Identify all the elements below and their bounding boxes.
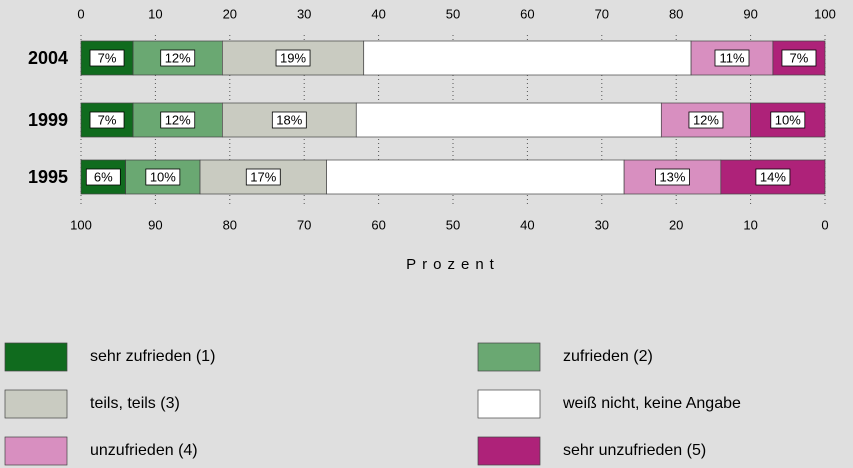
x2-tick-label: 20: [669, 217, 683, 232]
value-label-box: [145, 168, 181, 186]
x2-tick-label: 70: [297, 217, 311, 232]
value-label: 18%: [276, 112, 302, 127]
value-label-box: [160, 111, 196, 129]
value-label: 7%: [98, 112, 117, 127]
value-label-box: [160, 49, 196, 67]
legend-swatch: [477, 436, 541, 466]
value-label-box: [714, 49, 750, 67]
value-label-box: [271, 111, 307, 129]
value-label-box: [89, 111, 125, 129]
x-tick-label: 90: [743, 6, 757, 21]
bar-segment: [660, 102, 751, 138]
x2-tick-label: 40: [520, 217, 534, 232]
value-label-box: [781, 49, 817, 67]
value-label: 10%: [150, 169, 176, 184]
legend-swatch: [4, 342, 68, 372]
value-label-box: [89, 49, 125, 67]
value-label: 7%: [98, 50, 117, 65]
x-tick-label: 80: [669, 6, 683, 21]
legend-swatch: [477, 342, 541, 372]
x-tick-label: 20: [223, 6, 237, 21]
legend-label: weiß nicht, keine Angabe: [562, 395, 741, 412]
x2-tick-label: 60: [371, 217, 385, 232]
x2-tick-label: 0: [821, 217, 828, 232]
x-tick-label: 10: [148, 6, 162, 21]
value-label-box: [85, 168, 121, 186]
category-label: 2004: [28, 48, 68, 68]
legend-swatch: [4, 436, 68, 466]
value-label: 13%: [659, 169, 685, 184]
bar-segment: [355, 102, 662, 138]
legend-swatch: [477, 389, 541, 419]
category-label: 1999: [28, 110, 68, 130]
legend-label: sehr zufrieden (1): [90, 348, 215, 365]
bar-segment: [326, 159, 625, 195]
value-label: 11%: [719, 50, 744, 65]
value-label: 12%: [693, 112, 719, 127]
value-label-box: [245, 168, 281, 186]
value-label: 6%: [94, 169, 113, 184]
x-tick-label: 50: [446, 6, 460, 21]
value-label: 19%: [280, 50, 306, 65]
x2-tick-label: 50: [446, 217, 460, 232]
value-label-box: [688, 111, 724, 129]
bar-segment: [363, 40, 692, 76]
legend-label: teils, teils (3): [90, 395, 180, 412]
legend-label: unzufrieden (4): [90, 442, 198, 459]
x-tick-label: 60: [520, 6, 534, 21]
category-label: 1995: [28, 167, 68, 187]
x-tick-label: 100: [814, 6, 836, 21]
x-tick-label: 0: [77, 6, 84, 21]
value-label: 14%: [760, 169, 786, 184]
value-label: 7%: [790, 50, 809, 65]
legend-swatch: [4, 389, 68, 419]
value-label: 10%: [775, 112, 801, 127]
value-label: 12%: [165, 50, 191, 65]
x2-tick-label: 100: [70, 217, 92, 232]
value-label-box: [655, 168, 690, 186]
x2-tick-label: 90: [148, 217, 162, 232]
x-axis-label: Prozent: [406, 256, 500, 273]
x-tick-label: 30: [297, 6, 311, 21]
value-label: 17%: [250, 169, 276, 184]
legend-label: sehr unzufrieden (5): [563, 442, 706, 459]
value-label-box: [275, 49, 311, 67]
value-label: 12%: [165, 112, 191, 127]
x2-tick-label: 30: [595, 217, 609, 232]
x-tick-label: 70: [595, 6, 609, 21]
x-tick-label: 40: [371, 6, 385, 21]
value-label-box: [755, 168, 791, 186]
x2-tick-label: 10: [743, 217, 757, 232]
x2-tick-label: 80: [223, 217, 237, 232]
value-label-box: [770, 111, 806, 129]
legend-label: zufrieden (2): [563, 348, 653, 365]
